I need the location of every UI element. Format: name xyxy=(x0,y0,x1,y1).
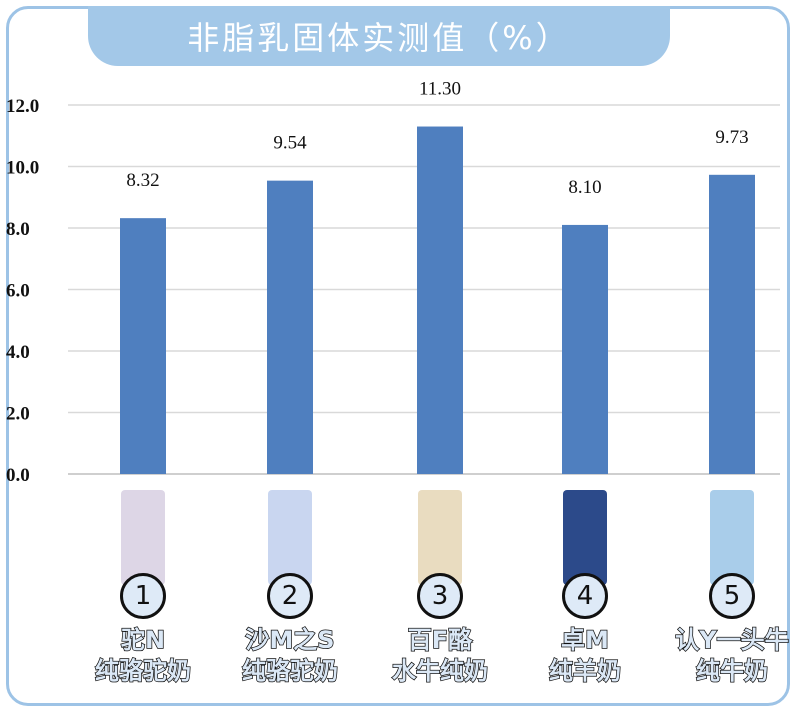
product-number-badge: 1 xyxy=(120,573,166,619)
product-name: 认Y一头牛 纯牛奶 xyxy=(675,625,790,687)
bar xyxy=(417,126,463,475)
y-tick-label: 12.0 xyxy=(6,96,39,117)
chart-title: 非脂乳固体实测值（%） xyxy=(88,6,670,66)
product-brand: 沙M之S xyxy=(245,625,336,655)
y-tick-label: 10.0 xyxy=(6,158,39,179)
product-1: 1 驼N 纯骆驼奶 xyxy=(73,490,213,687)
product-type: 纯骆驼奶 xyxy=(94,656,192,686)
product-brand: 百F酪 xyxy=(407,625,473,655)
product-number-badge: 3 xyxy=(417,573,463,619)
product-image xyxy=(710,490,754,585)
product-type: 水牛纯奶 xyxy=(391,656,489,686)
bar xyxy=(120,218,166,474)
product-name: 卓M 纯羊奶 xyxy=(548,625,622,687)
bar xyxy=(562,224,608,474)
product-type: 纯骆驼奶 xyxy=(241,656,339,686)
data-label: 8.10 xyxy=(568,177,601,198)
y-tick-label: 0.0 xyxy=(6,465,30,486)
y-tick-label: 6.0 xyxy=(6,281,30,302)
product-number-badge: 2 xyxy=(267,573,313,619)
y-tick-label: 2.0 xyxy=(6,404,30,425)
product-brand: 卓M xyxy=(560,625,609,655)
product-image xyxy=(418,490,462,585)
product-image xyxy=(121,490,165,585)
product-5: 5 认Y一头牛 纯牛奶 xyxy=(662,490,800,687)
product-image xyxy=(563,490,607,585)
product-2: 2 沙M之S 纯骆驼奶 xyxy=(220,490,360,687)
data-label: 11.30 xyxy=(419,79,461,100)
y-tick-label: 8.0 xyxy=(6,219,30,240)
data-label: 9.73 xyxy=(715,127,748,148)
data-label: 9.54 xyxy=(273,133,307,154)
bar xyxy=(267,180,313,474)
product-type: 纯牛奶 xyxy=(695,656,769,686)
y-tick-label: 4.0 xyxy=(6,342,30,363)
product-number-badge: 5 xyxy=(709,573,755,619)
product-number-badge: 4 xyxy=(562,573,608,619)
product-image xyxy=(268,490,312,585)
product-type: 纯羊奶 xyxy=(548,656,622,686)
product-brand: 认Y一头牛 xyxy=(675,625,790,655)
data-label: 8.32 xyxy=(126,170,159,191)
product-3: 3 百F酪 水牛纯奶 xyxy=(370,490,510,687)
product-brand: 驼N xyxy=(120,625,166,655)
product-4: 4 卓M 纯羊奶 xyxy=(515,490,655,687)
bar xyxy=(709,174,755,475)
product-name: 驼N 纯骆驼奶 xyxy=(94,625,192,687)
product-name: 百F酪 水牛纯奶 xyxy=(391,625,489,687)
product-name: 沙M之S 纯骆驼奶 xyxy=(241,625,339,687)
